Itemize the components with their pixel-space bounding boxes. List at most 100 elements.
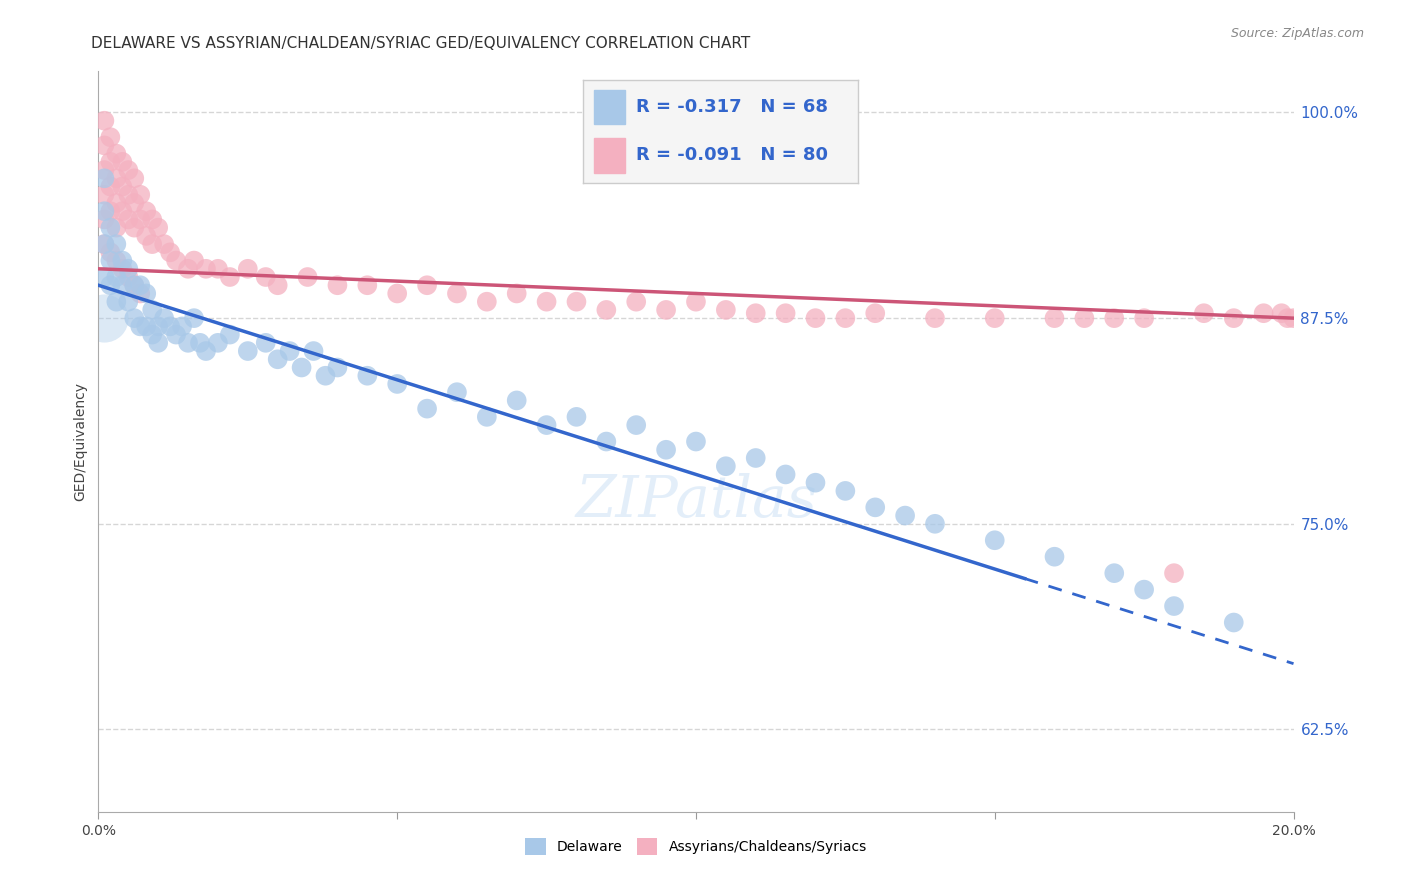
Point <box>124 311 146 326</box>
Point <box>745 450 768 465</box>
Point <box>105 237 128 252</box>
Point <box>1223 615 1246 630</box>
Point <box>135 319 157 334</box>
Point <box>117 261 139 276</box>
Point <box>1223 311 1246 326</box>
Point <box>745 306 768 320</box>
Point <box>124 220 146 235</box>
Point <box>141 212 163 227</box>
Point <box>475 409 498 424</box>
Point <box>297 270 319 285</box>
Point <box>326 360 349 375</box>
Point <box>626 294 648 309</box>
Point <box>1073 311 1095 326</box>
Point <box>98 179 122 194</box>
Point <box>111 204 134 219</box>
Point <box>775 467 797 482</box>
Point <box>219 327 242 342</box>
Point <box>93 187 115 202</box>
Point <box>1133 311 1156 326</box>
Point <box>129 212 152 227</box>
Point <box>105 146 128 161</box>
Point <box>117 294 139 309</box>
Point <box>93 270 115 285</box>
Point <box>105 270 128 285</box>
Point <box>254 270 277 285</box>
Point <box>267 352 290 367</box>
Point <box>626 418 648 433</box>
Point <box>1104 311 1126 326</box>
Point <box>93 138 115 153</box>
Point <box>804 311 827 326</box>
Point <box>1253 306 1275 320</box>
Point <box>129 319 152 334</box>
Point <box>124 278 146 293</box>
Point <box>416 278 439 293</box>
Point <box>159 319 181 334</box>
Text: DELAWARE VS ASSYRIAN/CHALDEAN/SYRIAC GED/EQUIVALENCY CORRELATION CHART: DELAWARE VS ASSYRIAN/CHALDEAN/SYRIAC GED… <box>91 36 751 51</box>
Point <box>834 311 856 326</box>
Text: R = -0.091   N = 80: R = -0.091 N = 80 <box>636 146 828 164</box>
Point <box>984 533 1007 548</box>
Point <box>254 335 277 350</box>
Point <box>188 335 211 350</box>
Point <box>135 204 157 219</box>
Text: ZIPatlas: ZIPatlas <box>575 473 817 529</box>
Point <box>984 311 1007 326</box>
Point <box>111 253 134 268</box>
Point <box>714 302 737 317</box>
Point <box>93 212 115 227</box>
Legend: Delaware, Assyrians/Chaldeans/Syriacs: Delaware, Assyrians/Chaldeans/Syriacs <box>520 832 872 860</box>
Point <box>93 113 115 128</box>
Point <box>129 286 152 301</box>
Point <box>655 442 678 457</box>
Point <box>1277 311 1299 326</box>
Text: Source: ZipAtlas.com: Source: ZipAtlas.com <box>1230 27 1364 40</box>
Point <box>153 237 176 252</box>
Point <box>207 261 229 276</box>
Point <box>326 278 349 293</box>
Point <box>685 294 707 309</box>
Point <box>93 171 115 186</box>
Point <box>135 286 157 301</box>
Point <box>105 220 128 235</box>
Point <box>356 278 378 293</box>
Point <box>775 306 797 320</box>
Point <box>148 335 170 350</box>
Point <box>141 237 163 252</box>
Point <box>804 475 827 490</box>
Point <box>446 286 468 301</box>
Point <box>111 154 134 169</box>
Point <box>93 311 115 326</box>
Point <box>177 335 200 350</box>
Point <box>356 368 378 383</box>
Point <box>148 220 170 235</box>
Point <box>105 196 128 211</box>
Point <box>1192 306 1215 320</box>
Point <box>98 278 122 293</box>
Point <box>105 171 128 186</box>
Point <box>385 286 409 301</box>
Point <box>98 204 122 219</box>
Text: R = -0.317   N = 68: R = -0.317 N = 68 <box>636 98 828 116</box>
Point <box>111 278 134 293</box>
Point <box>1104 566 1126 581</box>
Point <box>105 253 128 268</box>
Point <box>195 344 218 359</box>
Point <box>894 508 917 523</box>
Point <box>865 500 887 515</box>
Bar <box>595 89 624 124</box>
Point <box>111 261 134 276</box>
Point <box>536 418 558 433</box>
Point <box>165 253 187 268</box>
Point <box>111 179 134 194</box>
Point <box>124 196 146 211</box>
Point <box>1282 311 1305 326</box>
Point <box>93 204 115 219</box>
Point <box>924 311 946 326</box>
Point <box>93 163 115 178</box>
Point <box>1043 549 1066 564</box>
Point <box>536 294 558 309</box>
Point <box>183 311 205 326</box>
Point <box>129 187 152 202</box>
